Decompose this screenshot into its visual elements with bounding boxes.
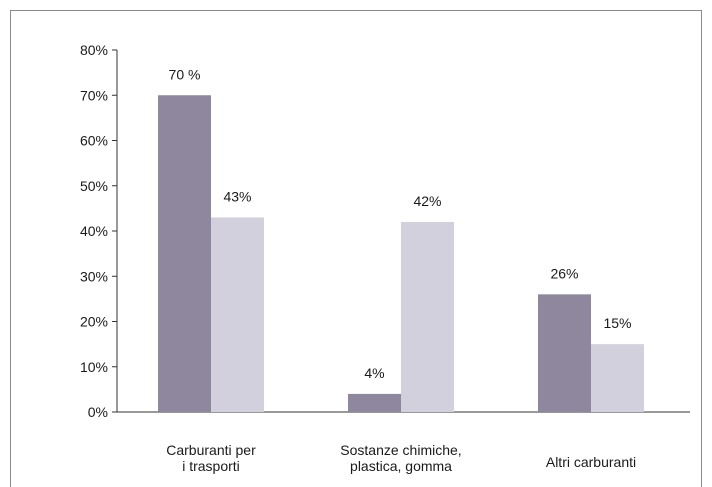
y-tick-label: 30% [80,268,108,284]
bar-series-2 [591,344,644,412]
y-tick-label: 80% [80,42,108,58]
data-label: 70 % [169,66,201,82]
data-label: 43% [223,188,251,204]
y-tick-label: 60% [80,133,108,149]
x-category-label: Altri carburanti [546,454,636,470]
bar-series-2 [211,217,264,412]
x-category-label: i trasporti [182,458,240,474]
x-category-label: plastica, gomma [350,458,452,474]
y-tick-label: 20% [80,314,108,330]
bar-series-1 [158,95,211,412]
data-label: 15% [603,315,631,331]
bar-series-1 [538,294,591,412]
x-category-label: Sostanze chimiche, [340,442,461,458]
y-tick-label: 40% [80,223,108,239]
data-label: 42% [413,193,441,209]
y-tick-label: 10% [80,359,108,375]
y-tick-label: 70% [80,87,108,103]
y-tick-label: 0% [88,404,108,420]
bar-series-2 [401,221,454,412]
bar-series-1 [348,393,401,412]
data-label: 26% [550,265,578,281]
y-tick-label: 50% [80,178,108,194]
x-category-label: Carburanti per [166,442,256,458]
data-label: 4% [364,365,384,381]
